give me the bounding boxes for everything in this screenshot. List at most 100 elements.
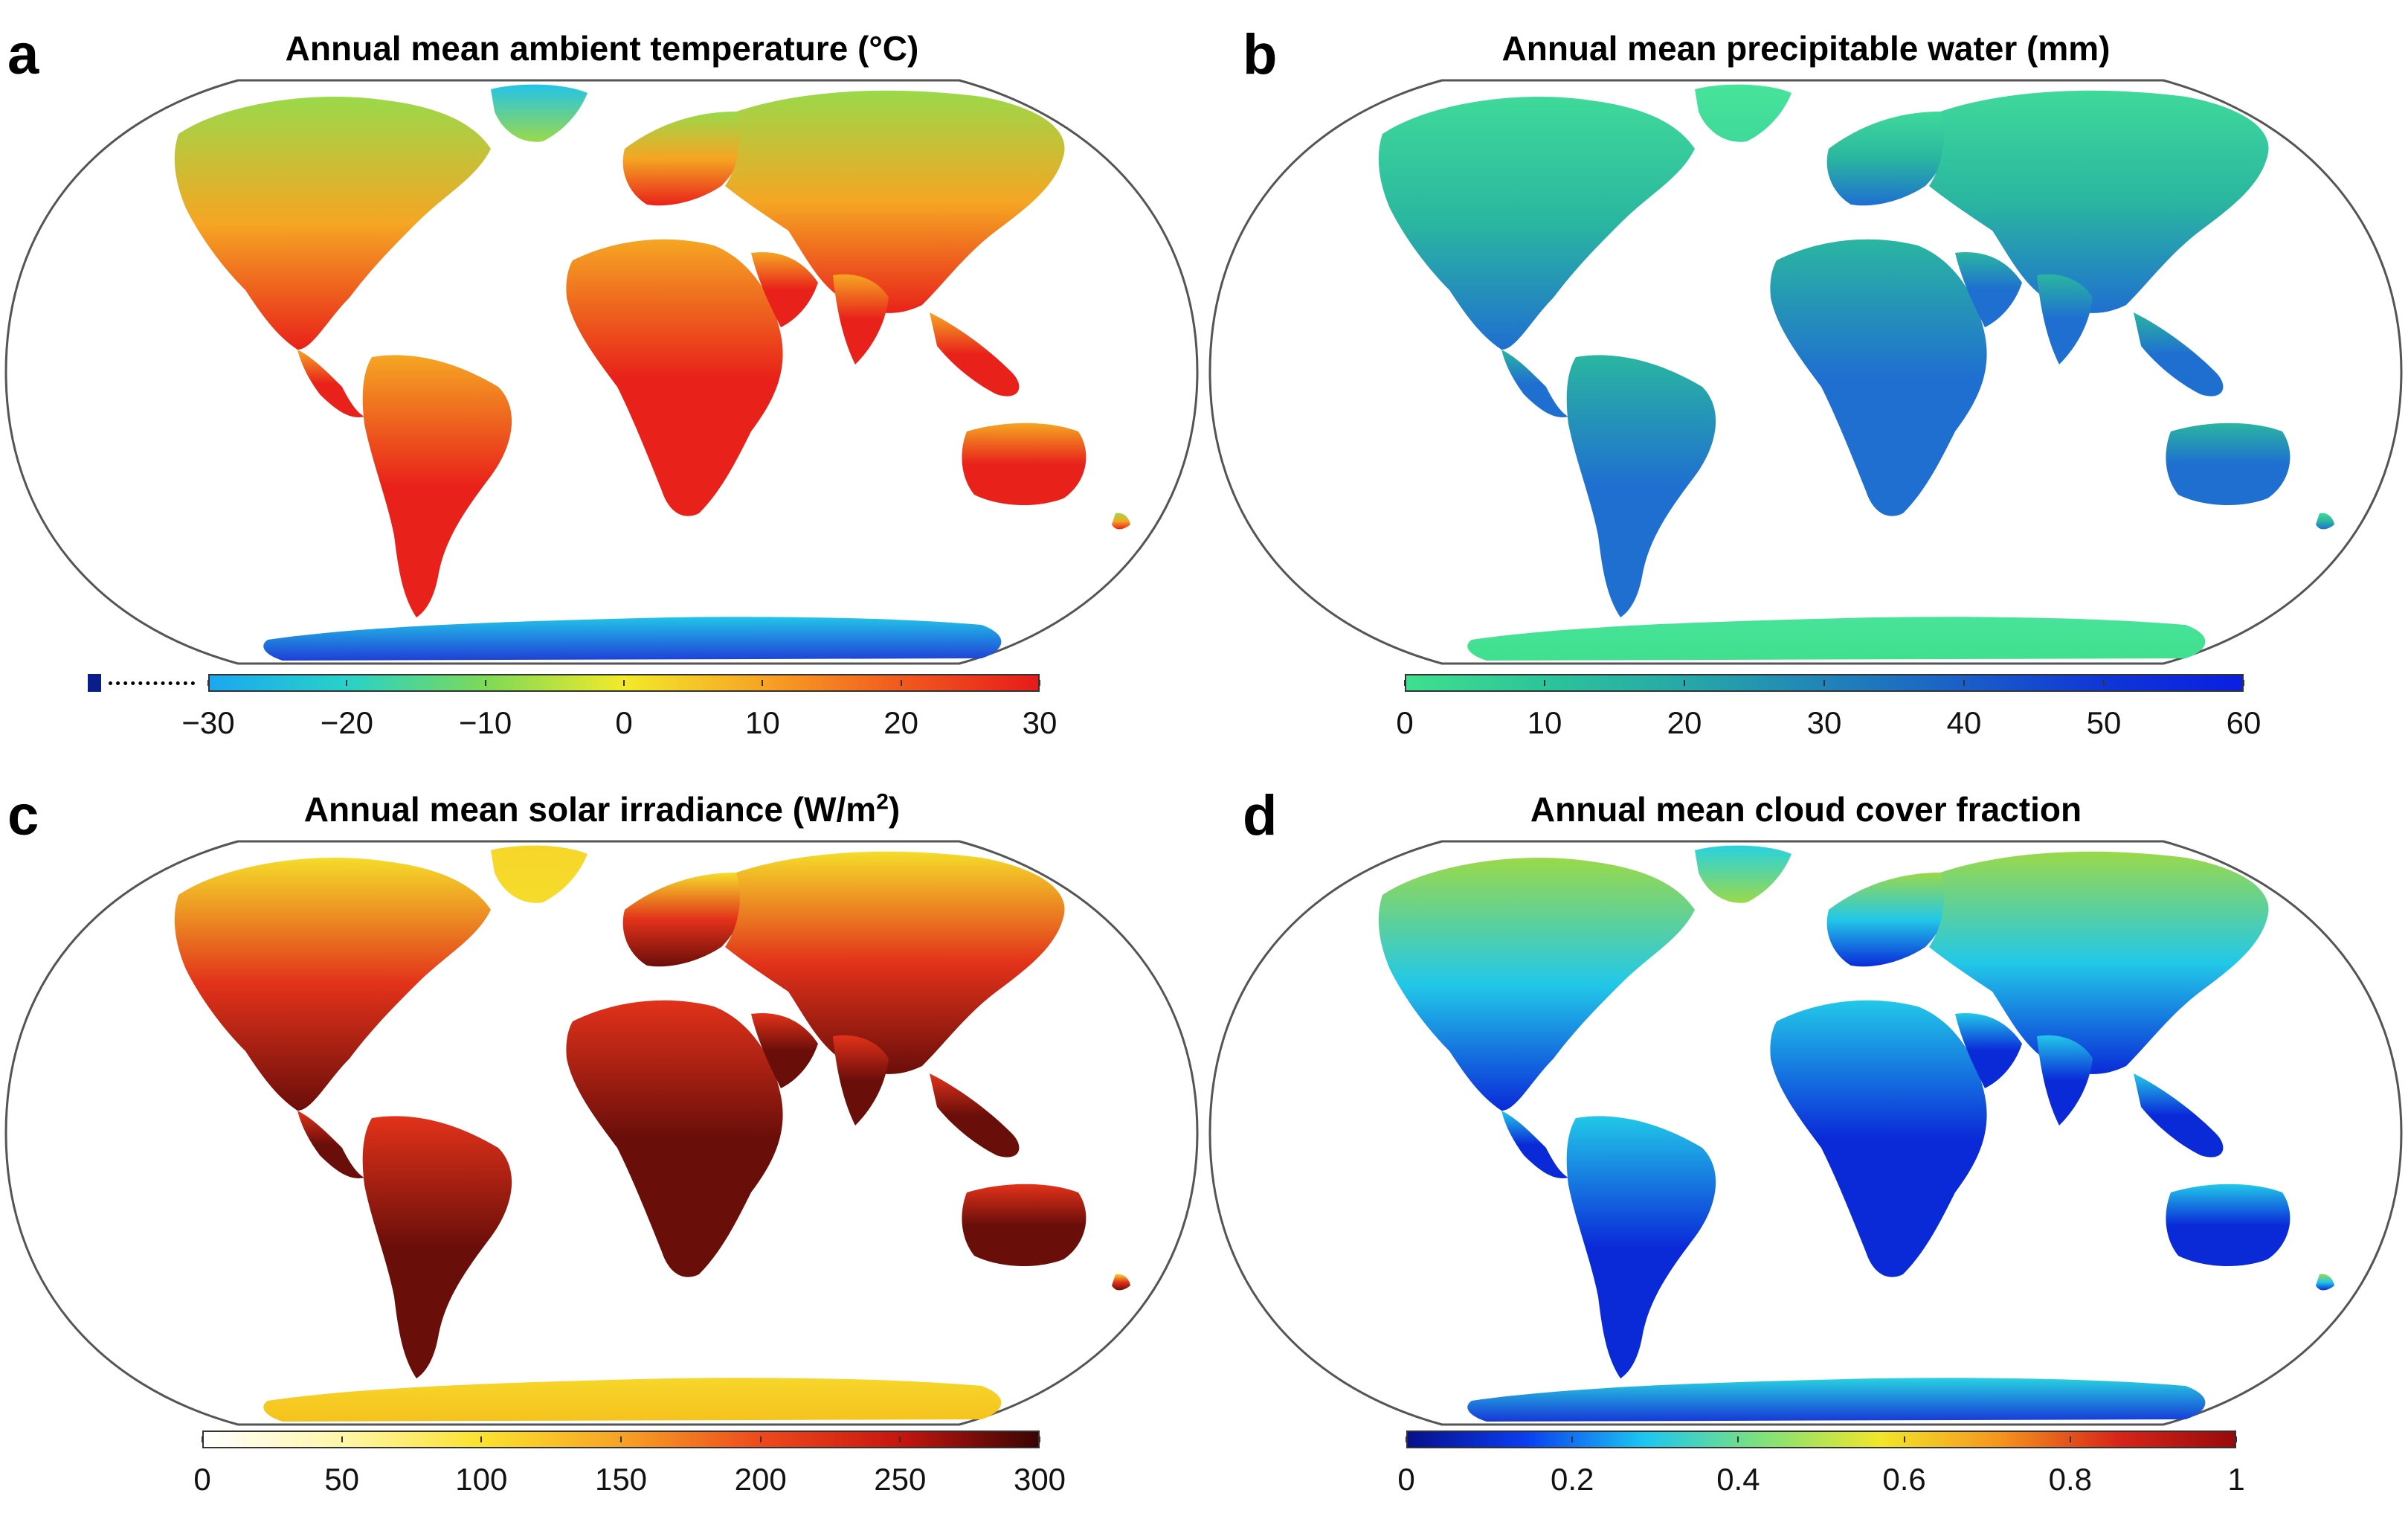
landmass-south-america [362,355,512,617]
colorbar-tick-label: 20 [883,705,919,740]
colorbar-tick-mark [623,680,625,686]
panel-letter: d [1243,784,1278,847]
colorbar-tick-mark [1544,680,1545,686]
colorbar-tick-label: 0 [193,1462,211,1497]
colorbar-tick-mark [346,680,348,686]
landmass-central-america [1501,1111,1568,1178]
colorbar-tick-label: −10 [459,705,512,740]
landmass-greenland [491,84,587,142]
colorbar-tick-mark [1571,1436,1574,1442]
landmass-india [833,274,889,365]
colorbar-tick-mark [1039,1436,1040,1442]
colorbar-tick-label: −30 [181,705,235,740]
world-map [1208,840,2403,1426]
panel-letter: b [1243,23,1278,86]
panel-title: Annual mean solar irradiance (W/m2) [0,789,1204,829]
landmass-greenland [491,845,587,903]
panel-letter: a [7,23,39,86]
world-map [4,840,1199,1426]
colorbar-tick-label: 10 [1527,705,1562,740]
landmass-africa [1770,1000,1987,1277]
colorbar-tick-label: 50 [2086,705,2122,740]
colorbar-tick-mark [1404,680,1406,686]
landmass-africa [566,239,783,516]
landmass-arabia [751,252,818,327]
colorbar-tick-label: 30 [1022,705,1057,740]
colorbar-tick-label: 0.2 [1550,1462,1594,1497]
landmass-south-america [1566,355,1716,617]
title-sup: 2 [876,789,889,815]
under-range-dots [109,681,195,685]
panel-title: Annual mean cloud cover fraction [1530,790,2082,829]
colorbar-tick-mark [899,1436,901,1442]
colorbar-tick-mark [1823,680,1825,686]
colorbar-tick-label: 0 [615,705,633,740]
title-main: Annual mean solar irradiance (W/m [303,790,877,829]
landmass-australia [962,1184,1087,1267]
under-range-marker [88,674,101,692]
landmass-africa [1770,239,1987,516]
world-map [4,79,1199,665]
landmass-europe [622,873,744,967]
colorbar-tick-label: 60 [2226,705,2261,740]
colorbar [1406,1431,2236,1448]
colorbar-tick-label: 300 [1013,1462,1066,1497]
landmass-asia [725,90,1065,313]
landmass-india [2037,274,2093,365]
colorbar-tick-label: 0.8 [2048,1462,2092,1497]
landmass-south-america [362,1116,512,1378]
colorbar-tick-mark [1963,680,1965,686]
landmass-india [2037,1035,2093,1126]
colorbar-tick-mark [484,680,486,686]
colorbar-tick-mark [1903,1436,1905,1442]
colorbar-tick-mark [480,1436,483,1442]
colorbar-tick-label: 250 [874,1462,927,1497]
colorbar-tick-mark [900,680,902,686]
landmass-southeast-asia [930,1073,1020,1157]
landmass-antarctica [263,1378,1002,1422]
colorbar-tick-mark [2243,680,2244,686]
landmass-india [833,1035,889,1126]
landmass-new-zealand [1112,1274,1130,1291]
panel-a: a Annual mean ambient temperature (°C) −… [0,0,1204,761]
landmass-arabia [1955,1013,2022,1088]
colorbar-tick-mark [341,1436,343,1442]
landmass-antarctica [1467,617,2206,661]
panel-d: d Annual mean cloud cover fraction 0 0.2 0… [1204,761,2408,1522]
colorbar-tick-label: 1 [2227,1462,2245,1497]
colorbar-tick-mark [620,1436,622,1442]
colorbar-tick-mark [202,1436,203,1442]
colorbar-tick-label: 40 [1946,705,1982,740]
landmass-south-america [1566,1116,1716,1378]
colorbar-tick-mark [1684,680,1685,686]
landmass-north-america [1378,858,1695,1111]
landmass-australia [2166,423,2291,506]
colorbar-tick-label: 10 [744,705,780,740]
title-end: ) [888,790,901,829]
landmass-europe [1826,112,1948,206]
landmass-africa [566,1000,783,1277]
colorbar-tick-label: 100 [455,1462,508,1497]
landmass-new-zealand [2316,1274,2334,1291]
landmass-north-america [174,858,491,1111]
colorbar-tick-label: 30 [1806,705,1842,740]
colorbar-tick-label: 50 [324,1462,360,1497]
colorbar-tick-label: 0 [1396,705,1414,740]
landmass-southeast-asia [930,312,1020,396]
colorbar-tick-mark [759,1436,762,1442]
panel-letter: c [7,784,39,847]
landmass-central-america [297,1111,364,1178]
landmass-central-america [1501,350,1568,417]
panel-b: b Annual mean precipitable water (mm) 0 1… [1204,0,2408,761]
landmass-asia [1929,90,2269,313]
colorbar-tick-mark [1406,1436,1407,1442]
colorbar-tick-label: 150 [594,1462,648,1497]
colorbar-tick-label: 200 [734,1462,787,1497]
landmass-greenland [1695,845,1791,903]
landmass-antarctica [263,617,1002,661]
colorbar-tick-mark [2235,1436,2237,1442]
landmass-antarctica [1467,1378,2206,1422]
world-map [1208,79,2403,665]
colorbar-tick-mark [762,680,764,686]
colorbar-tick-mark [2069,1436,2071,1442]
